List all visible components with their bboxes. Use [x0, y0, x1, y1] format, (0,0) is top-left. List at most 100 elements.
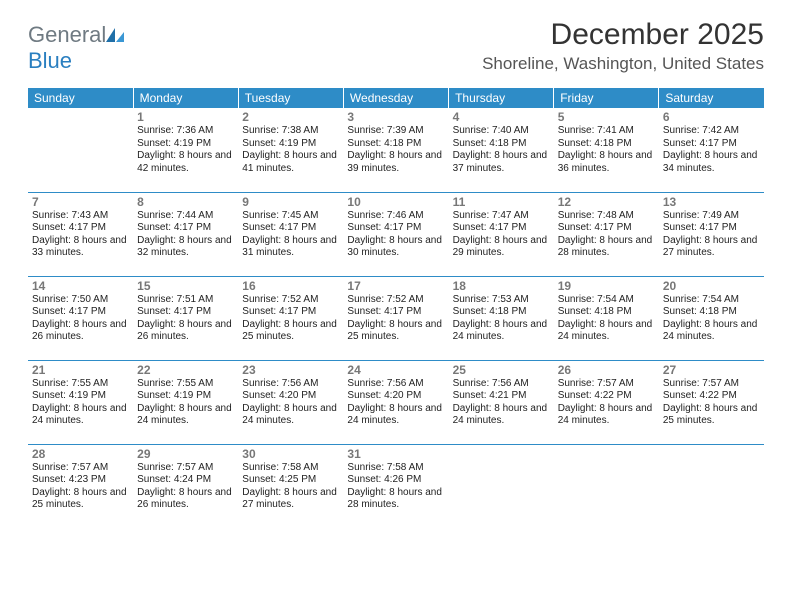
sunset-text: Sunset: 4:18 PM: [453, 138, 550, 151]
calendar-day-cell: 10Sunrise: 7:46 AMSunset: 4:17 PMDayligh…: [343, 192, 448, 276]
day-number: 16: [242, 279, 339, 293]
day-number: 30: [242, 447, 339, 461]
day-number: 31: [347, 447, 444, 461]
sunrise-text: Sunrise: 7:57 AM: [32, 462, 129, 475]
day-details: Sunrise: 7:43 AMSunset: 4:17 PMDaylight:…: [32, 210, 129, 260]
sunrise-text: Sunrise: 7:58 AM: [242, 462, 339, 475]
day-details: Sunrise: 7:49 AMSunset: 4:17 PMDaylight:…: [663, 210, 760, 260]
day-number: 13: [663, 195, 760, 209]
sunrise-text: Sunrise: 7:56 AM: [242, 378, 339, 391]
sunrise-text: Sunrise: 7:47 AM: [453, 210, 550, 223]
day-details: Sunrise: 7:57 AMSunset: 4:23 PMDaylight:…: [32, 462, 129, 512]
daylight-text: Daylight: 8 hours and 28 minutes.: [558, 235, 655, 260]
calendar-day-cell: 3Sunrise: 7:39 AMSunset: 4:18 PMDaylight…: [343, 108, 448, 192]
calendar-day-cell: 30Sunrise: 7:58 AMSunset: 4:25 PMDayligh…: [238, 444, 343, 528]
weekday-header: Sunday: [28, 88, 133, 108]
day-details: Sunrise: 7:42 AMSunset: 4:17 PMDaylight:…: [663, 125, 760, 175]
sunset-text: Sunset: 4:17 PM: [558, 222, 655, 235]
daylight-text: Daylight: 8 hours and 30 minutes.: [347, 235, 444, 260]
daylight-text: Daylight: 8 hours and 28 minutes.: [347, 487, 444, 512]
weekday-header: Friday: [554, 88, 659, 108]
weekday-header: Saturday: [659, 88, 764, 108]
sunset-text: Sunset: 4:23 PM: [32, 474, 129, 487]
day-details: Sunrise: 7:39 AMSunset: 4:18 PMDaylight:…: [347, 125, 444, 175]
calendar-day-cell: 12Sunrise: 7:48 AMSunset: 4:17 PMDayligh…: [554, 192, 659, 276]
day-number: 10: [347, 195, 444, 209]
daylight-text: Daylight: 8 hours and 27 minutes.: [663, 235, 760, 260]
day-details: Sunrise: 7:40 AMSunset: 4:18 PMDaylight:…: [453, 125, 550, 175]
calendar-day-cell: 9Sunrise: 7:45 AMSunset: 4:17 PMDaylight…: [238, 192, 343, 276]
daylight-text: Daylight: 8 hours and 32 minutes.: [137, 235, 234, 260]
sunrise-text: Sunrise: 7:48 AM: [558, 210, 655, 223]
calendar-day-cell: 1Sunrise: 7:36 AMSunset: 4:19 PMDaylight…: [133, 108, 238, 192]
day-details: Sunrise: 7:41 AMSunset: 4:18 PMDaylight:…: [558, 125, 655, 175]
day-number: 20: [663, 279, 760, 293]
day-details: Sunrise: 7:53 AMSunset: 4:18 PMDaylight:…: [453, 294, 550, 344]
day-details: Sunrise: 7:57 AMSunset: 4:24 PMDaylight:…: [137, 462, 234, 512]
sunset-text: Sunset: 4:17 PM: [347, 306, 444, 319]
sunset-text: Sunset: 4:18 PM: [558, 306, 655, 319]
calendar-day-cell: 23Sunrise: 7:56 AMSunset: 4:20 PMDayligh…: [238, 360, 343, 444]
sunrise-text: Sunrise: 7:54 AM: [663, 294, 760, 307]
day-details: Sunrise: 7:55 AMSunset: 4:19 PMDaylight:…: [32, 378, 129, 428]
sunset-text: Sunset: 4:17 PM: [32, 306, 129, 319]
day-details: Sunrise: 7:56 AMSunset: 4:21 PMDaylight:…: [453, 378, 550, 428]
day-details: Sunrise: 7:36 AMSunset: 4:19 PMDaylight:…: [137, 125, 234, 175]
sunset-text: Sunset: 4:17 PM: [347, 222, 444, 235]
calendar-day-cell: 8Sunrise: 7:44 AMSunset: 4:17 PMDaylight…: [133, 192, 238, 276]
daylight-text: Daylight: 8 hours and 26 minutes.: [32, 319, 129, 344]
weekday-header: Monday: [133, 88, 238, 108]
sunrise-text: Sunrise: 7:45 AM: [242, 210, 339, 223]
sunset-text: Sunset: 4:19 PM: [32, 390, 129, 403]
daylight-text: Daylight: 8 hours and 25 minutes.: [347, 319, 444, 344]
sunset-text: Sunset: 4:26 PM: [347, 474, 444, 487]
sunset-text: Sunset: 4:24 PM: [137, 474, 234, 487]
daylight-text: Daylight: 8 hours and 24 minutes.: [558, 319, 655, 344]
sunrise-text: Sunrise: 7:57 AM: [663, 378, 760, 391]
sunset-text: Sunset: 4:17 PM: [32, 222, 129, 235]
daylight-text: Daylight: 8 hours and 24 minutes.: [242, 403, 339, 428]
day-number: 19: [558, 279, 655, 293]
day-number: 15: [137, 279, 234, 293]
calendar-day-cell: 27Sunrise: 7:57 AMSunset: 4:22 PMDayligh…: [659, 360, 764, 444]
day-number: 24: [347, 363, 444, 377]
day-details: Sunrise: 7:55 AMSunset: 4:19 PMDaylight:…: [137, 378, 234, 428]
sunset-text: Sunset: 4:18 PM: [347, 138, 444, 151]
calendar-day-cell: [659, 444, 764, 528]
daylight-text: Daylight: 8 hours and 31 minutes.: [242, 235, 339, 260]
day-details: Sunrise: 7:52 AMSunset: 4:17 PMDaylight:…: [242, 294, 339, 344]
daylight-text: Daylight: 8 hours and 33 minutes.: [32, 235, 129, 260]
day-details: Sunrise: 7:48 AMSunset: 4:17 PMDaylight:…: [558, 210, 655, 260]
calendar-day-cell: [554, 444, 659, 528]
sunrise-text: Sunrise: 7:56 AM: [347, 378, 444, 391]
sunset-text: Sunset: 4:21 PM: [453, 390, 550, 403]
daylight-text: Daylight: 8 hours and 34 minutes.: [663, 150, 760, 175]
day-details: Sunrise: 7:58 AMSunset: 4:25 PMDaylight:…: [242, 462, 339, 512]
sunrise-text: Sunrise: 7:38 AM: [242, 125, 339, 138]
calendar-day-cell: 28Sunrise: 7:57 AMSunset: 4:23 PMDayligh…: [28, 444, 133, 528]
day-details: Sunrise: 7:56 AMSunset: 4:20 PMDaylight:…: [347, 378, 444, 428]
sunset-text: Sunset: 4:22 PM: [663, 390, 760, 403]
daylight-text: Daylight: 8 hours and 24 minutes.: [663, 319, 760, 344]
weekday-header: Tuesday: [238, 88, 343, 108]
sunrise-text: Sunrise: 7:51 AM: [137, 294, 234, 307]
calendar-day-cell: 13Sunrise: 7:49 AMSunset: 4:17 PMDayligh…: [659, 192, 764, 276]
daylight-text: Daylight: 8 hours and 24 minutes.: [137, 403, 234, 428]
day-number: 7: [32, 195, 129, 209]
calendar-day-cell: 16Sunrise: 7:52 AMSunset: 4:17 PMDayligh…: [238, 276, 343, 360]
daylight-text: Daylight: 8 hours and 24 minutes.: [453, 403, 550, 428]
daylight-text: Daylight: 8 hours and 25 minutes.: [32, 487, 129, 512]
sunset-text: Sunset: 4:17 PM: [453, 222, 550, 235]
sunrise-text: Sunrise: 7:44 AM: [137, 210, 234, 223]
sunrise-text: Sunrise: 7:49 AM: [663, 210, 760, 223]
daylight-text: Daylight: 8 hours and 29 minutes.: [453, 235, 550, 260]
calendar-week-row: 7Sunrise: 7:43 AMSunset: 4:17 PMDaylight…: [28, 192, 764, 276]
daylight-text: Daylight: 8 hours and 37 minutes.: [453, 150, 550, 175]
calendar-day-cell: 14Sunrise: 7:50 AMSunset: 4:17 PMDayligh…: [28, 276, 133, 360]
sunset-text: Sunset: 4:25 PM: [242, 474, 339, 487]
sunset-text: Sunset: 4:19 PM: [137, 390, 234, 403]
sunrise-text: Sunrise: 7:53 AM: [453, 294, 550, 307]
calendar-day-cell: 5Sunrise: 7:41 AMSunset: 4:18 PMDaylight…: [554, 108, 659, 192]
day-details: Sunrise: 7:57 AMSunset: 4:22 PMDaylight:…: [558, 378, 655, 428]
calendar-table: SundayMondayTuesdayWednesdayThursdayFrid…: [28, 88, 764, 528]
